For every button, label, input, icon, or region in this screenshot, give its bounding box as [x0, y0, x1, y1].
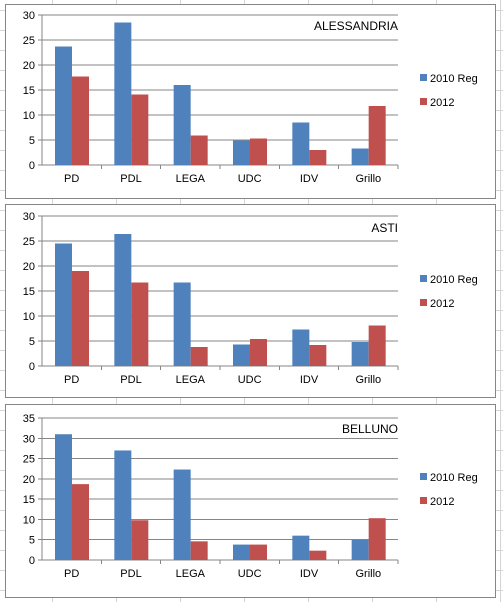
legend-label: 2012	[430, 298, 454, 310]
y-tick-label: 15	[23, 286, 35, 298]
y-tick-label: 35	[23, 413, 35, 425]
x-tick-label: PDL	[120, 173, 141, 185]
bar-udc-2010-reg	[233, 140, 250, 165]
bar-grillo-2010-reg	[351, 539, 369, 560]
y-tick-label: 30	[23, 433, 35, 445]
bar-pdl-2012	[131, 520, 149, 560]
y-tick-label: 25	[23, 236, 35, 248]
bar-pd-2010-reg	[55, 434, 72, 560]
y-tick-label: 15	[23, 85, 35, 97]
legend-swatch-2010-reg	[420, 275, 427, 282]
bar-idv-2010-reg	[292, 329, 310, 366]
x-tick-label: Grillo	[355, 173, 381, 185]
legend-label: 2010 Reg	[430, 274, 478, 286]
chart-belluno[interactable]: 0 5 10 15 20 25 30 35 PD PDL LEGA UDC IDV Grillo BELLU…	[5, 404, 496, 598]
legend-label: 2012	[430, 97, 454, 109]
x-tick-label: PDL	[120, 374, 141, 386]
y-tick-label: 30	[23, 10, 35, 22]
y-tick-label: 25	[23, 454, 35, 466]
y-tick-label: 10	[23, 514, 35, 526]
chart-title: ALESSANDRIA	[314, 19, 398, 33]
bar-idv-2012	[309, 345, 327, 366]
y-tick-label: 15	[23, 494, 35, 506]
y-tick-label: 0	[29, 160, 35, 172]
legend-swatch-2012	[420, 299, 427, 306]
x-tick-label: PD	[64, 374, 79, 386]
x-tick-label: LEGA	[176, 374, 206, 386]
bar-lega-2010-reg	[173, 282, 191, 366]
bar-pd-2010-reg	[55, 46, 72, 165]
x-tick-label: IDV	[300, 374, 319, 386]
y-tick-label: 20	[23, 60, 35, 72]
x-tick-label: UDC	[238, 173, 262, 185]
y-tick-label: 30	[23, 211, 35, 223]
x-tick-label: PD	[64, 568, 79, 580]
x-tick-label: UDC	[238, 374, 262, 386]
legend-label: 2010 Reg	[430, 73, 478, 85]
bar-pd-2012	[72, 76, 89, 165]
bar-pdl-2012	[131, 94, 149, 165]
x-tick-label: UDC	[238, 568, 262, 580]
x-tick-label: Grillo	[355, 374, 381, 386]
bar-udc-2012	[250, 544, 267, 560]
x-tick-label: IDV	[300, 568, 319, 580]
chart-alessandria[interactable]: 0 5 10 15 20 25 30 PD PDL LEGA UDC IDV Grillo ALESSAN…	[5, 4, 496, 199]
chart-asti-svg: 0 5 10 15 20 25 30 PD PDL LEGA UDC IDV Grillo ASTI 201…	[23, 211, 478, 386]
bar-pd-2012	[72, 271, 89, 366]
legend-label: 2010 Reg	[430, 472, 478, 484]
bar-grillo-2012	[368, 106, 386, 165]
y-tick-label: 0	[29, 555, 35, 567]
y-tick-label: 10	[23, 110, 35, 122]
bar-idv-2010-reg	[292, 535, 310, 560]
x-tick-label: Grillo	[355, 568, 381, 580]
bar-lega-2012	[190, 541, 208, 560]
chart-belluno-svg: 0 5 10 15 20 25 30 35 PD PDL LEGA UDC IDV Grillo BELLU…	[23, 413, 478, 580]
bar-lega-2010-reg	[173, 85, 191, 165]
legend-swatch-2012	[420, 98, 427, 105]
y-tick-label: 5	[29, 535, 35, 547]
bar-pdl-2010-reg	[114, 234, 132, 366]
bar-pd-2010-reg	[55, 243, 72, 366]
bar-idv-2012	[309, 550, 327, 560]
bar-pdl-2010-reg	[114, 22, 132, 165]
y-tick-label: 10	[23, 311, 35, 323]
bar-lega-2012	[190, 347, 208, 366]
x-tick-label: LEGA	[176, 173, 206, 185]
bar-udc-2012	[250, 339, 267, 366]
chart-title: BELLUNO	[342, 422, 398, 436]
bar-udc-2012	[250, 138, 267, 165]
bar-lega-2012	[190, 135, 208, 165]
bar-idv-2010-reg	[292, 122, 310, 165]
bar-grillo-2010-reg	[351, 148, 369, 165]
x-tick-label: PDL	[120, 568, 141, 580]
bar-grillo-2012	[368, 518, 386, 560]
chart-alessandria-svg: 0 5 10 15 20 25 30 PD PDL LEGA UDC IDV Grillo ALESSAN…	[23, 10, 478, 185]
y-tick-label: 5	[29, 336, 35, 348]
x-tick-label: IDV	[300, 173, 319, 185]
x-tick-label: LEGA	[176, 568, 206, 580]
bar-udc-2010-reg	[233, 344, 250, 366]
y-tick-label: 0	[29, 361, 35, 373]
y-tick-label: 25	[23, 35, 35, 47]
chart-asti[interactable]: 0 5 10 15 20 25 30 PD PDL LEGA UDC IDV Grillo ASTI 201…	[5, 204, 496, 398]
y-tick-label: 5	[29, 135, 35, 147]
bar-pd-2012	[72, 484, 89, 560]
legend-label: 2012	[430, 496, 454, 508]
bar-udc-2010-reg	[233, 544, 250, 560]
bar-idv-2012	[309, 150, 327, 165]
chart-title: ASTI	[371, 221, 398, 235]
bar-grillo-2012	[368, 325, 386, 366]
x-tick-label: PD	[64, 173, 79, 185]
bar-pdl-2012	[131, 282, 149, 366]
legend-swatch-2012	[420, 497, 427, 504]
y-tick-label: 20	[23, 261, 35, 273]
bar-grillo-2010-reg	[351, 342, 369, 366]
bar-pdl-2010-reg	[114, 450, 132, 560]
legend-swatch-2010-reg	[420, 473, 427, 480]
bar-lega-2010-reg	[173, 469, 191, 560]
y-tick-label: 20	[23, 474, 35, 486]
legend-swatch-2010-reg	[420, 74, 427, 81]
